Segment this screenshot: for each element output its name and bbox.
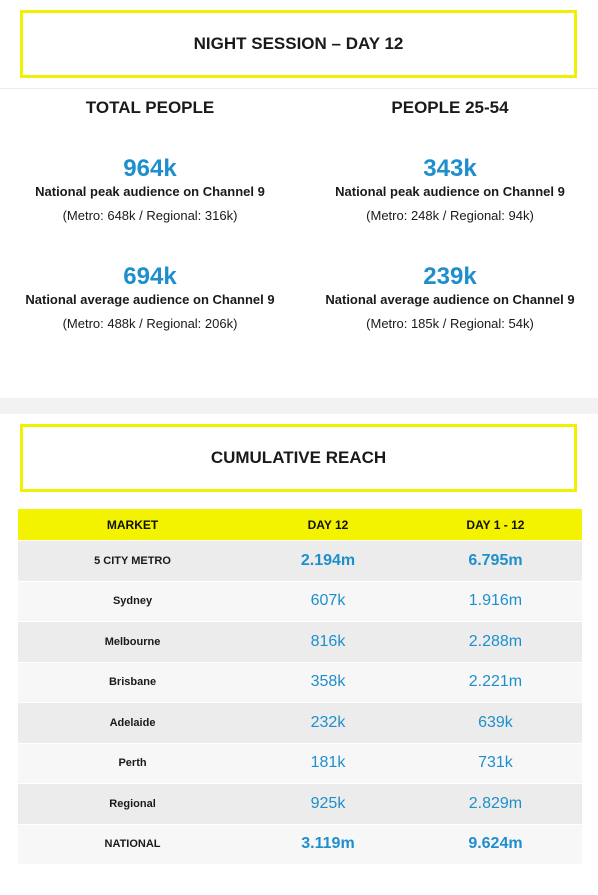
table-row: 5 CITY METRO 2.194m 6.795m bbox=[18, 540, 582, 581]
demo-avg-value: 239k bbox=[423, 263, 477, 290]
day12-cell: 816k bbox=[247, 621, 409, 662]
cumulative-cell: 1.916m bbox=[408, 580, 582, 622]
market-cell: Melbourne bbox=[18, 621, 248, 662]
day12-cell: 3.119m bbox=[247, 823, 409, 864]
demo-peak-value: 343k bbox=[423, 155, 477, 182]
table-row: Perth 181k 731k bbox=[18, 742, 582, 784]
day12-cell: 232k bbox=[247, 702, 409, 743]
day12-cell: 2.194m bbox=[247, 540, 409, 581]
market-cell: Perth bbox=[18, 742, 248, 784]
demo-peak-desc: National peak audience on Channel 9 bbox=[335, 184, 565, 199]
market-cell: Regional bbox=[18, 783, 248, 824]
cumulative-cell: 731k bbox=[408, 742, 582, 784]
total-avg-desc: National average audience on Channel 9 bbox=[25, 292, 275, 307]
demo-avg-split: (Metro: 185k / Regional: 54k) bbox=[366, 316, 534, 331]
reach-title: CUMULATIVE REACH bbox=[210, 448, 387, 467]
cumulative-cell: 6.795m bbox=[408, 540, 582, 581]
header-market: MARKET bbox=[18, 509, 248, 541]
reach-title-box: CUMULATIVE REACH bbox=[20, 424, 577, 492]
session-title: NIGHT SESSION – DAY 12 bbox=[193, 34, 404, 53]
market-cell: Adelaide bbox=[18, 702, 248, 743]
cumulative-cell: 2.221m bbox=[408, 661, 582, 703]
market-cell: 5 CITY METRO bbox=[18, 540, 248, 581]
demo-peak-stat: 343k National peak audience on Channel 9… bbox=[300, 155, 598, 225]
demo-avg-desc: National average audience on Channel 9 bbox=[325, 292, 575, 307]
total-people-heading: TOTAL PEOPLE bbox=[85, 98, 215, 117]
section-separator-band bbox=[0, 398, 598, 414]
day12-cell: 181k bbox=[247, 742, 409, 784]
header-cumulative: DAY 1 - 12 bbox=[408, 509, 582, 541]
cumulative-cell: 2.288m bbox=[408, 621, 582, 662]
total-avg-stat: 694k National average audience on Channe… bbox=[0, 263, 300, 333]
section-divider bbox=[0, 88, 598, 89]
total-peak-value: 964k bbox=[123, 155, 177, 182]
day12-cell: 607k bbox=[247, 580, 409, 622]
cumulative-cell: 2.829m bbox=[408, 783, 582, 824]
reach-table-header: MARKET DAY 12 DAY 1 - 12 bbox=[18, 509, 582, 541]
total-avg-value: 694k bbox=[123, 263, 177, 290]
table-row: Sydney 607k 1.916m bbox=[18, 580, 582, 622]
market-cell: Brisbane bbox=[18, 661, 248, 703]
total-peak-desc: National peak audience on Channel 9 bbox=[35, 184, 265, 199]
table-row: NATIONAL 3.119m 9.624m bbox=[18, 823, 582, 864]
table-row: Brisbane 358k 2.221m bbox=[18, 661, 582, 703]
demo-peak-split: (Metro: 248k / Regional: 94k) bbox=[366, 208, 534, 223]
cumulative-cell: 9.624m bbox=[408, 823, 582, 864]
day12-cell: 358k bbox=[247, 661, 409, 703]
table-row: Melbourne 816k 2.288m bbox=[18, 621, 582, 662]
day12-cell: 925k bbox=[247, 783, 409, 824]
cumulative-cell: 639k bbox=[408, 702, 582, 743]
table-row: Regional 925k 2.829m bbox=[18, 783, 582, 824]
total-avg-split: (Metro: 488k / Regional: 206k) bbox=[62, 316, 238, 331]
demo-avg-stat: 239k National average audience on Channe… bbox=[300, 263, 598, 333]
market-cell: NATIONAL bbox=[18, 823, 248, 864]
reach-table: MARKET DAY 12 DAY 1 - 12 5 CITY METRO 2.… bbox=[18, 509, 582, 864]
table-row: Adelaide 232k 639k bbox=[18, 702, 582, 743]
header-day12: DAY 12 bbox=[247, 509, 409, 541]
total-peak-split: (Metro: 648k / Regional: 316k) bbox=[62, 208, 238, 223]
market-cell: Sydney bbox=[18, 580, 248, 622]
total-peak-stat: 964k National peak audience on Channel 9… bbox=[0, 155, 300, 225]
people-25-54-heading: PEOPLE 25-54 bbox=[391, 98, 509, 117]
session-title-box: NIGHT SESSION – DAY 12 bbox=[20, 10, 577, 78]
